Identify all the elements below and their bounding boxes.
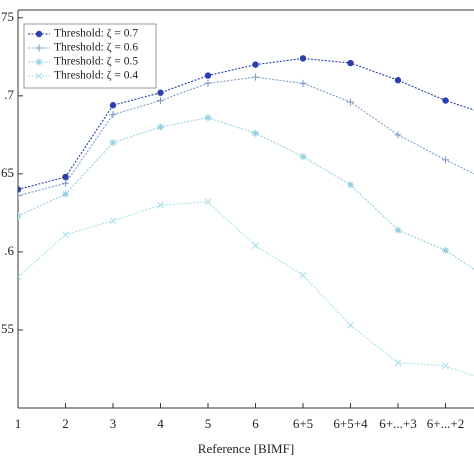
- y-tick-label: .7: [4, 87, 14, 102]
- point: [299, 271, 307, 279]
- point: [157, 123, 164, 131]
- point: [18, 186, 22, 193]
- point: [109, 102, 117, 109]
- x-tick-label: 5: [205, 416, 212, 431]
- legend-label: Threshold: ζ = 0.7: [54, 28, 138, 40]
- legend-label: Threshold: ζ = 0.4: [54, 70, 138, 82]
- point: [157, 89, 164, 96]
- point: [18, 192, 22, 200]
- point: [299, 55, 307, 62]
- point: [35, 72, 43, 80]
- point: [394, 226, 402, 234]
- point: [442, 362, 449, 370]
- series-line: [18, 117, 474, 270]
- point: [35, 30, 43, 38]
- point: [394, 131, 402, 139]
- x-axis-label: Reference [BIMF]: [198, 441, 294, 456]
- x-tick-label: 6+5: [293, 416, 313, 431]
- x-tick-label: 3: [110, 416, 117, 431]
- point: [109, 139, 117, 147]
- x-tick-label: 6+...+3: [379, 416, 416, 431]
- y-tick-label: .6: [4, 243, 14, 258]
- point: [35, 44, 43, 52]
- series-line: [18, 201, 474, 377]
- point: [204, 79, 212, 87]
- point: [62, 173, 69, 181]
- x-tick-label: 1: [15, 416, 22, 431]
- point: [299, 79, 307, 87]
- point: [62, 190, 69, 198]
- x-tick-label: 2: [62, 416, 69, 431]
- y-tick-label: 55: [1, 321, 14, 336]
- point: [347, 321, 354, 329]
- point: [204, 198, 212, 206]
- point: [347, 181, 354, 189]
- x-tick-label: 6+...+2: [427, 416, 464, 431]
- legend-label: Threshold: ζ = 0.6: [54, 42, 138, 54]
- point: [109, 111, 117, 119]
- x-tick-label: 6+5+4: [333, 416, 368, 431]
- point: [18, 212, 22, 220]
- legend-label: Threshold: ζ = 0.5: [54, 56, 138, 68]
- x-tick-label: 4: [157, 416, 164, 431]
- point: [394, 359, 402, 367]
- point: [442, 156, 449, 164]
- point: [109, 217, 117, 225]
- series-line: [18, 76, 474, 197]
- point: [299, 153, 307, 161]
- point: [252, 129, 259, 137]
- point: [347, 98, 354, 106]
- x-tick-label: 6: [252, 416, 259, 431]
- point: [157, 97, 164, 105]
- point: [18, 273, 22, 281]
- y-tick-label: .65: [0, 165, 14, 180]
- point: [157, 201, 164, 209]
- legend-box: [23, 23, 157, 89]
- point: [204, 114, 212, 122]
- point: [62, 179, 69, 187]
- point: [347, 59, 354, 67]
- point: [442, 97, 449, 104]
- point: [252, 61, 259, 68]
- point: [204, 72, 212, 79]
- point: [252, 242, 259, 250]
- point: [252, 73, 259, 81]
- point: [394, 77, 402, 84]
- point: [35, 58, 43, 66]
- point: [62, 231, 69, 239]
- y-tick-label: 75: [1, 9, 14, 24]
- point: [442, 246, 449, 254]
